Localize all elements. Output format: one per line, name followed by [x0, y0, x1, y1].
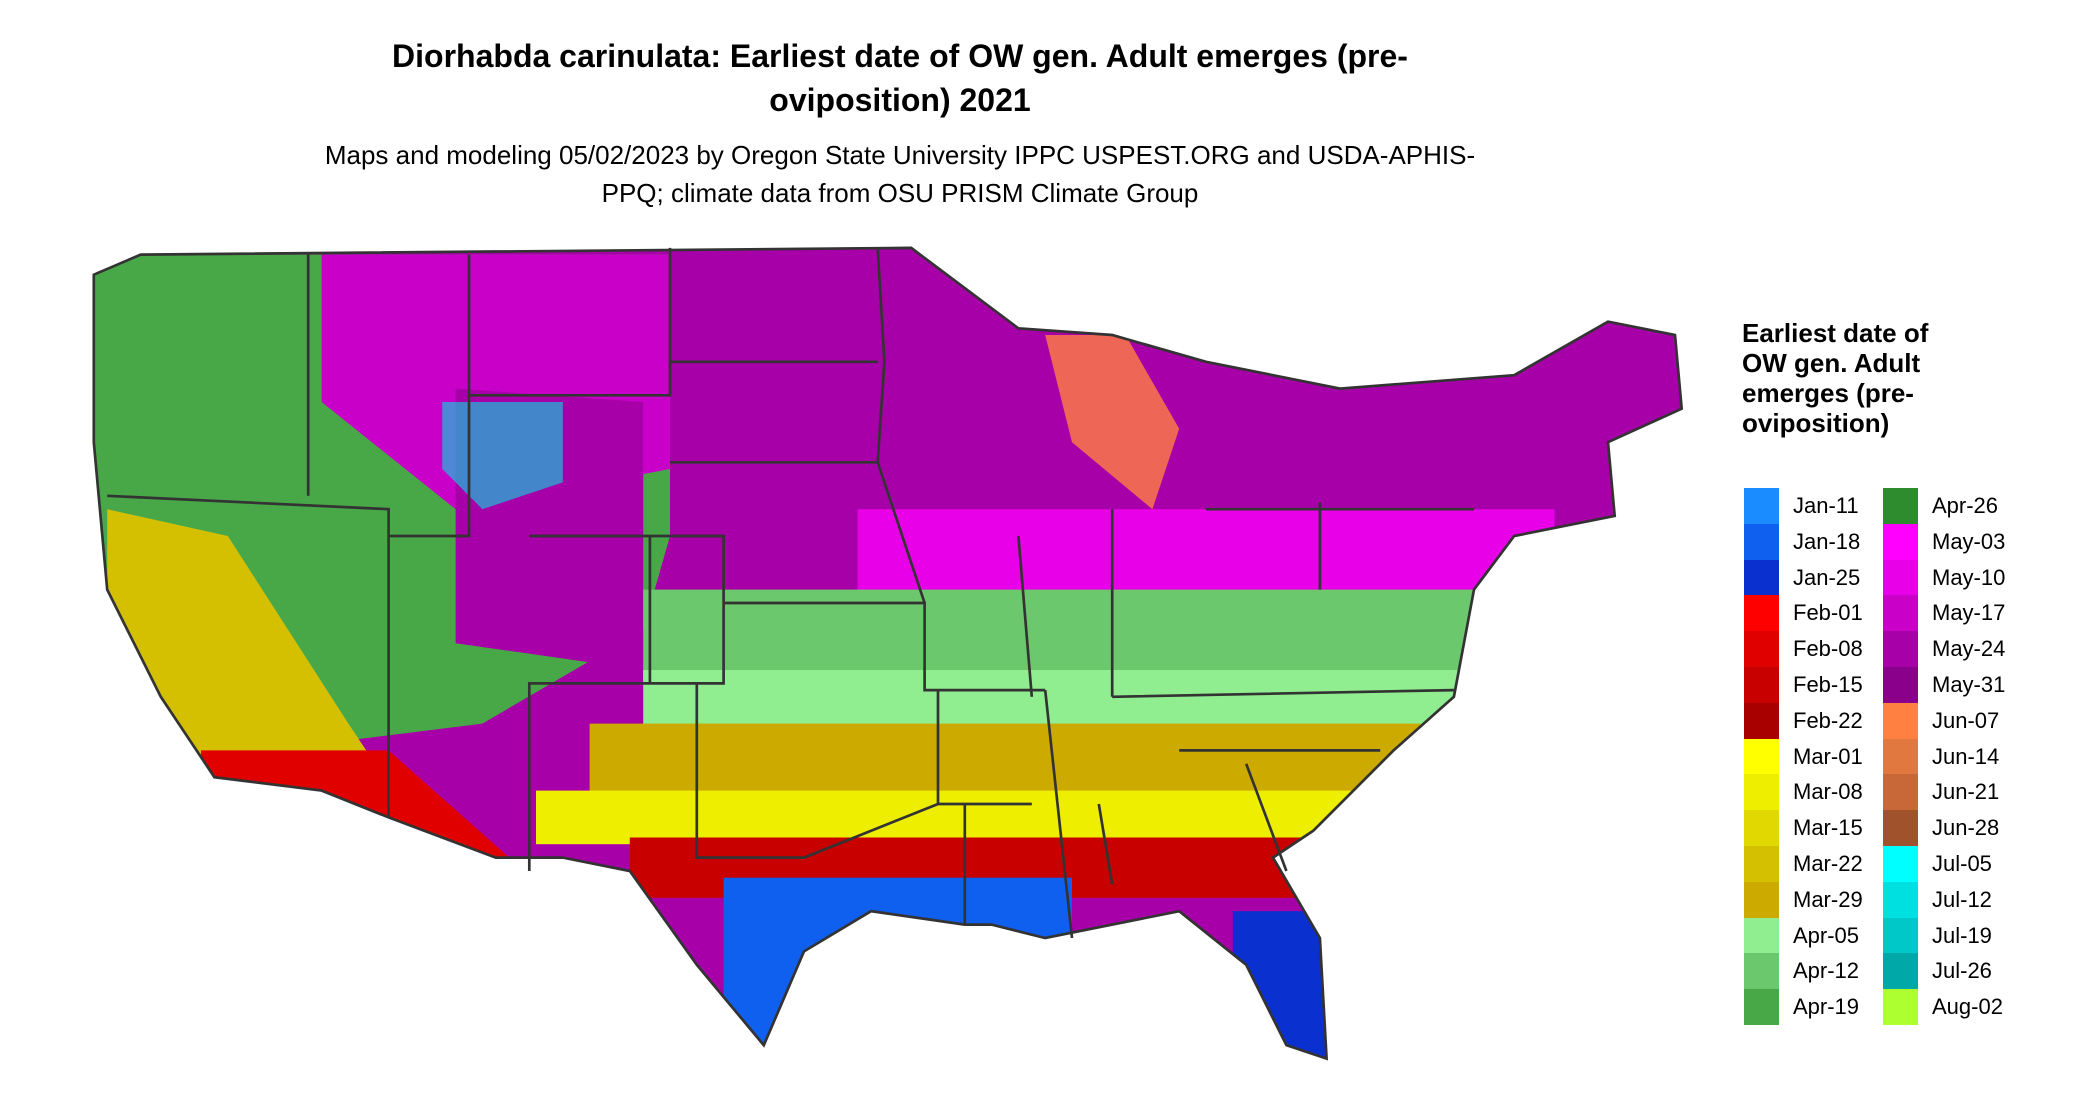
- legend-title: Earliest date of OW gen. Adult emerges (…: [1742, 318, 1929, 438]
- legend-label: Feb-22: [1793, 707, 1863, 733]
- legend-swatch: [1883, 738, 1918, 775]
- legend-label: Apr-19: [1793, 994, 1860, 1020]
- legend-swatch: [1744, 738, 1779, 775]
- legend-swatch: [1883, 810, 1918, 847]
- legend-swatch: [1883, 989, 1918, 1026]
- legend-swatch: [1744, 667, 1779, 703]
- legend-label: May-03: [1932, 528, 2006, 554]
- legend-swatch: [1883, 559, 1918, 596]
- legend-label: May-10: [1932, 564, 2006, 590]
- legend-label: Apr-26: [1932, 493, 1999, 518]
- legend-label: Feb-08: [1793, 636, 1863, 662]
- legend-label: Apr-05: [1793, 922, 1860, 948]
- legend-item: Mar-29: [1744, 881, 1863, 918]
- legend-label: May-17: [1932, 600, 2006, 626]
- legend-swatch: [1744, 989, 1779, 1026]
- legend-item: Feb-08: [1744, 631, 1863, 668]
- legend-label: Aug-02: [1932, 994, 2003, 1020]
- legend-label: Jan-25: [1793, 564, 1861, 590]
- legend-item: Apr-05: [1744, 917, 1860, 954]
- legend-swatch: [1744, 631, 1779, 668]
- legend-swatch: [1744, 702, 1779, 739]
- state-borders: [92, 246, 1684, 1061]
- legend-swatch: [1883, 488, 1918, 524]
- legend-swatch: [1744, 488, 1779, 524]
- legend-item: Mar-15: [1744, 810, 1863, 847]
- legend-swatch: [1744, 953, 1779, 990]
- legend-item: Jun-14: [1883, 738, 2000, 775]
- legend-swatch: [1744, 846, 1779, 882]
- legend-item: Aug-02: [1883, 989, 2003, 1026]
- legend-item: May-24: [1883, 631, 2006, 668]
- legend-label: Jul-19: [1932, 922, 1992, 948]
- legend-item: Jan-18: [1744, 523, 1861, 560]
- legend-item: Feb-01: [1744, 595, 1863, 632]
- legend-label: Jun-07: [1932, 707, 2000, 733]
- title: Diorhabda carinulata: Earliest date of O…: [392, 38, 1408, 118]
- legend-label: Jul-12: [1932, 886, 1992, 912]
- legend-item: May-03: [1883, 523, 2006, 560]
- legend-label: Jan-11: [1793, 493, 1859, 518]
- legend-item: Mar-01: [1744, 738, 1863, 775]
- legend-label: Mar-29: [1793, 886, 1863, 912]
- legend-label: May-24: [1932, 636, 2006, 662]
- legend-label: Jan-18: [1793, 528, 1861, 554]
- legend-item: Apr-19: [1744, 989, 1860, 1026]
- legend-item: Apr-26: [1883, 488, 1998, 524]
- legend-swatch: [1744, 881, 1779, 918]
- legend-swatch: [1883, 702, 1918, 739]
- legend-swatch: [1883, 953, 1918, 990]
- legend-item: May-17: [1883, 595, 2006, 632]
- legend-swatch: [1883, 667, 1918, 703]
- legend-item: Jun-28: [1883, 810, 2000, 847]
- legend-swatch: [1744, 774, 1779, 811]
- legend-swatch: [1883, 595, 1918, 632]
- legend-item: May-10: [1883, 559, 2006, 596]
- legend-item: Jun-07: [1883, 702, 2000, 739]
- legend-swatch: [1883, 881, 1918, 918]
- map-fill: [93, 247, 1682, 1059]
- subtitle: Maps and modeling 05/02/2023 by Oregon S…: [324, 140, 1476, 208]
- legend-item: May-31: [1883, 667, 2005, 703]
- legend-swatch: [1744, 917, 1779, 954]
- legend-item: Jan-25: [1744, 559, 1861, 596]
- legend-item: Apr-12: [1744, 953, 1860, 990]
- legend-label: May-31: [1932, 672, 2006, 697]
- legend-swatch: [1744, 559, 1779, 596]
- legend-swatch: [1883, 523, 1918, 560]
- legend-label: Mar-22: [1793, 851, 1863, 876]
- legend-label: Jul-05: [1932, 851, 1992, 876]
- legend-swatch: [1883, 774, 1918, 811]
- legend-item: Jan-11: [1744, 488, 1859, 524]
- legend-swatch: [1883, 846, 1918, 882]
- legend-item: Jul-05: [1883, 846, 1992, 882]
- legend-swatch: [1883, 631, 1918, 668]
- legend-label: Jun-28: [1932, 815, 2000, 841]
- legend-label: Jun-21: [1932, 779, 2000, 805]
- legend-label: Apr-12: [1793, 958, 1860, 984]
- legend-label: Mar-01: [1793, 743, 1863, 769]
- legend-label: Feb-01: [1793, 600, 1863, 626]
- legend-label: Jun-14: [1932, 743, 2000, 769]
- legend-swatch: [1744, 595, 1779, 632]
- legend-item: Mar-22: [1744, 846, 1863, 882]
- legend-label: Feb-15: [1793, 672, 1863, 697]
- legend-label: Jul-26: [1932, 958, 1992, 984]
- legend-swatch: [1883, 917, 1918, 954]
- legend-item: Jun-21: [1883, 774, 2000, 811]
- legend-item: Jul-12: [1883, 881, 1992, 918]
- legend-label: Mar-15: [1793, 815, 1863, 841]
- legend-item: Feb-22: [1744, 702, 1863, 739]
- legend-item: Jul-19: [1883, 917, 1992, 954]
- legend-item: Feb-15: [1744, 667, 1863, 703]
- legend-label: Mar-08: [1793, 779, 1863, 805]
- legend-item: Mar-08: [1744, 774, 1863, 811]
- legend-swatch: [1744, 523, 1779, 560]
- legend-item: Jul-26: [1883, 953, 1992, 990]
- legend-swatch: [1744, 810, 1779, 847]
